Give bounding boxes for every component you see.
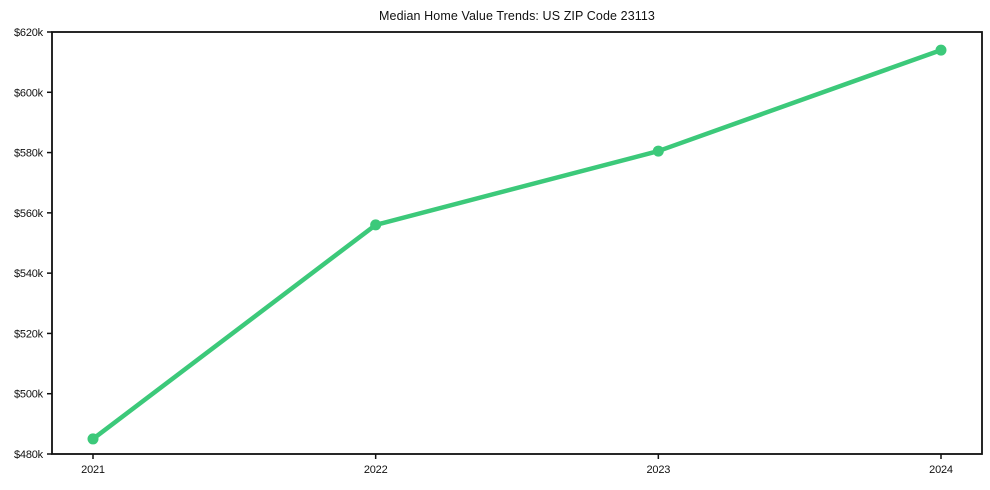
data-point [935,44,947,56]
data-point [652,145,664,157]
data-point [87,433,99,445]
data-point [370,219,382,231]
y-tick-label: $580k [14,148,44,160]
x-tick-label: 2023 [646,464,670,476]
plot-border [51,31,983,455]
y-tick-label: $600k [14,87,44,99]
y-tick-label: $480k [14,449,44,461]
y-tick-label: $500k [14,389,44,401]
x-tick-label: 2021 [81,464,105,476]
y-tick-label: $520k [14,328,44,340]
x-tick-label: 2022 [364,464,388,476]
plot-area: $480k $500k $520k $540k $560k $580k $600k $620k… [14,27,983,476]
trend-line [90,47,944,442]
y-tick-label: $540k [14,268,44,280]
x-tick-label: 2024 [929,464,953,476]
chart-title: Median Home Value Trends: US ZIP Code 23… [379,9,655,23]
y-tick-label: $620k [14,27,44,39]
y-tick-label: $560k [14,208,44,220]
